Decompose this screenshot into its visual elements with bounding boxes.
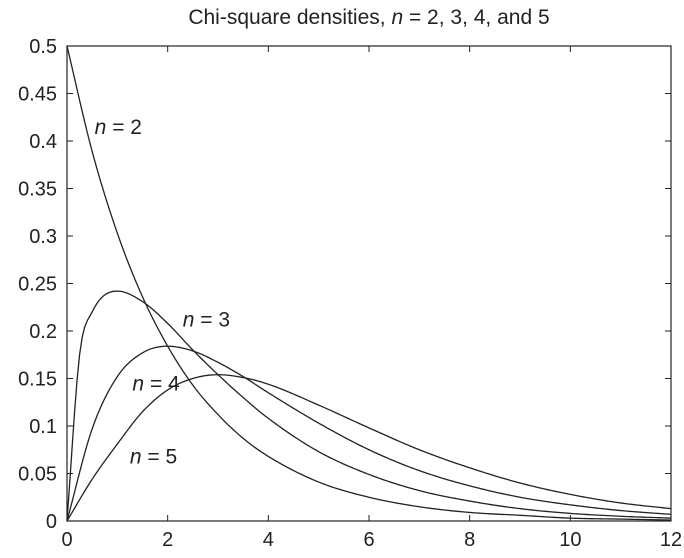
curve-label-value: 3 <box>218 309 230 332</box>
curve-label-equals: = <box>194 309 218 332</box>
curve-label-variable: n <box>130 445 142 468</box>
curve-label-variable: n <box>183 309 195 332</box>
y-tick-label: 0.35 <box>18 179 57 201</box>
curve-label-equals: = <box>106 116 130 139</box>
curve-labels: n = 2n = 3n = 4n = 5 <box>95 116 230 469</box>
curve-label-n2: n = 2 <box>95 116 142 139</box>
y-tick-label: 0.5 <box>29 36 57 58</box>
curve-label-n4: n = 4 <box>132 372 180 395</box>
x-tick-label: 10 <box>559 529 581 551</box>
curve-label-variable: n <box>95 116 107 139</box>
x-tick-label: 12 <box>660 529 682 551</box>
y-tick-label: 0.4 <box>29 131 57 153</box>
y-tick-label: 0.2 <box>29 321 57 343</box>
curve-label-equals: = <box>144 372 168 395</box>
density-curves <box>66 45 672 522</box>
y-tick-label: 0.3 <box>29 226 57 248</box>
chart-title-prefix: Chi-square densities, <box>188 6 391 29</box>
y-tick-label: 0.45 <box>18 84 57 106</box>
y-tick-label: 0.15 <box>18 369 57 391</box>
x-tick-label: 8 <box>464 529 475 551</box>
curve-label-value: 2 <box>130 116 142 139</box>
y-tick-label: 0.1 <box>29 416 57 438</box>
chart-title: Chi-square densities, n = 2, 3, 4, and 5 <box>188 6 549 29</box>
y-tick-label: 0 <box>46 511 57 533</box>
curve-label-variable: n <box>132 372 144 395</box>
curve-label-n3: n = 3 <box>183 309 230 332</box>
density-curve-n4 <box>66 345 672 522</box>
curve-label-value: 5 <box>166 445 178 468</box>
curve-label-equals: = <box>142 445 166 468</box>
chart-title-suffix: = 2, 3, 4, and 5 <box>403 6 550 29</box>
axis-tick-labels: 0 2 4 6 8 10 12 0 0.05 0.1 0.15 0.2 0.25 0.3 0.35 0.4 0.… <box>18 36 682 551</box>
y-tick-label: 0.25 <box>18 274 57 296</box>
curve-label-value: 4 <box>168 372 180 395</box>
curve-label-n5: n = 5 <box>130 445 177 468</box>
chart-title-variable: n <box>391 6 403 29</box>
density-curve-n5 <box>66 374 672 522</box>
x-tick-label: 6 <box>363 529 374 551</box>
x-tick-label: 2 <box>162 529 173 551</box>
y-tick-label: 0.05 <box>18 464 57 486</box>
x-tick-label: 0 <box>61 529 72 551</box>
x-tick-label: 4 <box>263 529 274 551</box>
density-curve-n3 <box>66 290 672 522</box>
